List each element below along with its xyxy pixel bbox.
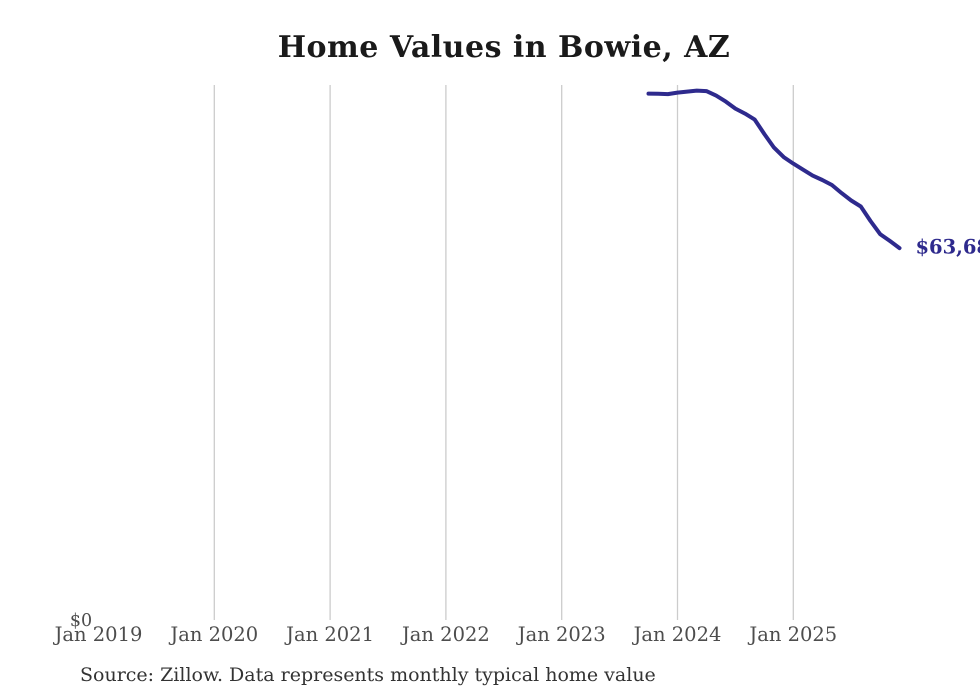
home-value-line-series: [646, 88, 902, 251]
latest-value-label: $63,683: [915, 236, 980, 259]
x-axis-tick-label: Jan 2020: [168, 623, 258, 646]
source-note: Source: Zillow. Data represents monthly …: [80, 664, 656, 686]
x-axis-tick-label: Jan 2023: [516, 623, 606, 646]
chart-title: Home Values in Bowie, AZ: [277, 30, 731, 65]
x-axis-tick-label: Jan 2021: [284, 623, 374, 646]
x-axis-tick-label: Jan 2025: [747, 623, 837, 646]
x-axis-tick-label: Jan 2022: [400, 623, 490, 646]
y-axis-zero-label: $0: [70, 611, 92, 631]
x-axis-tick-label: Jan 2019: [53, 623, 143, 646]
x-axis-tick-label: Jan 2024: [632, 623, 722, 646]
